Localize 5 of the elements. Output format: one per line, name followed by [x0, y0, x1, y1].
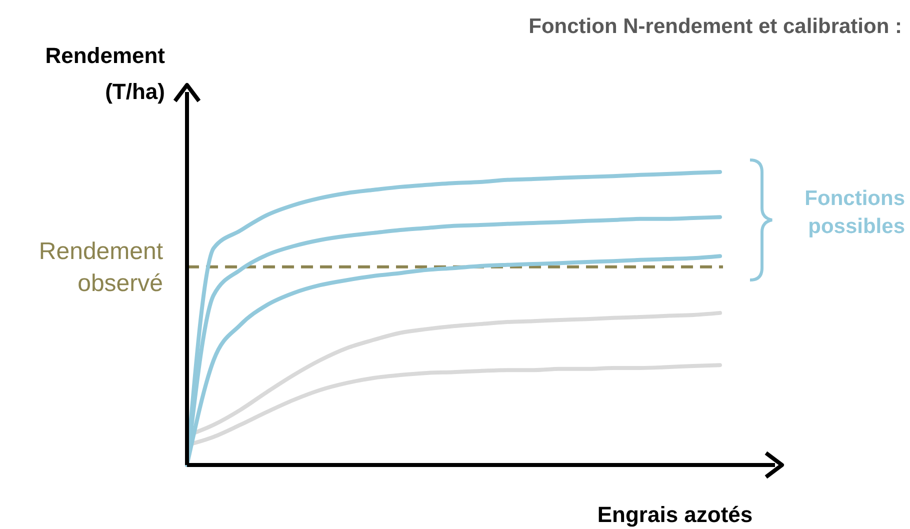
- chart-title: Fonction N-rendement et calibration :: [528, 15, 902, 38]
- y-axis-title: Rendement (T/ha): [45, 43, 166, 104]
- ref-line-label: Rendement observé: [38, 238, 164, 297]
- x-axis-title: Engrais azotés: [597, 502, 753, 527]
- text: Fonctions possibles: [804, 187, 905, 238]
